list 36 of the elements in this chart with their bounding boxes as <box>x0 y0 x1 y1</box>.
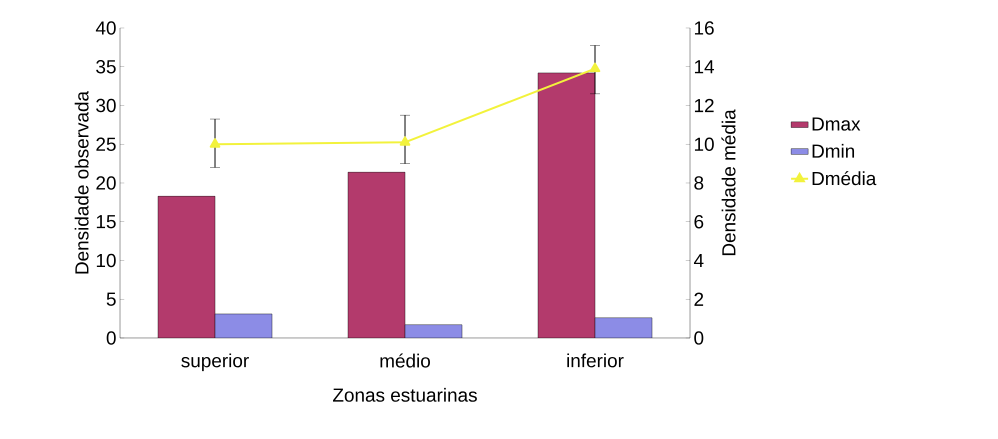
bar <box>405 324 462 338</box>
x-tick-label: inferior <box>567 353 624 368</box>
y2-tick-label: 4 <box>694 254 704 267</box>
y-tick-label: 30 <box>96 98 116 112</box>
bar <box>215 314 272 338</box>
x-axis-title: Zonas estuarinas <box>333 388 477 402</box>
y-tick-label: 0 <box>106 331 116 345</box>
y-tick-label: 10 <box>96 254 116 268</box>
bar <box>348 172 406 338</box>
x-tick-label: médio <box>380 353 430 368</box>
legend-label: Dmédia <box>812 171 876 186</box>
y2-axis-title: Densidade média <box>721 109 736 256</box>
legend-label: Dmin <box>812 144 854 158</box>
y-tick-label: 5 <box>106 292 116 306</box>
y2-tick-label: 14 <box>694 60 714 74</box>
point <box>590 62 600 72</box>
bar <box>538 72 596 338</box>
y-tick-label: 40 <box>96 21 116 35</box>
y2-tick-label: 12 <box>694 98 714 112</box>
y-tick-label: 25 <box>96 138 116 151</box>
y2-tick-label: 0 <box>694 331 704 345</box>
y2-tick-label: 6 <box>694 215 704 228</box>
y-tick-label: 15 <box>96 215 116 228</box>
y-tick-label: 20 <box>96 176 116 190</box>
y2-tick-label: 16 <box>694 21 714 35</box>
y2-tick-label: 8 <box>694 176 704 190</box>
y-tick-label: 35 <box>96 60 116 74</box>
legend-label: Dmax <box>812 117 860 131</box>
point <box>400 136 410 146</box>
bar <box>594 318 652 338</box>
x-tick-label: superior <box>181 353 249 372</box>
bar <box>158 196 216 338</box>
y2-tick-label: 10 <box>694 138 714 151</box>
y2-tick-label: 2 <box>694 292 704 306</box>
point <box>210 138 220 148</box>
y-axis-title: Densidade observada <box>74 90 89 274</box>
